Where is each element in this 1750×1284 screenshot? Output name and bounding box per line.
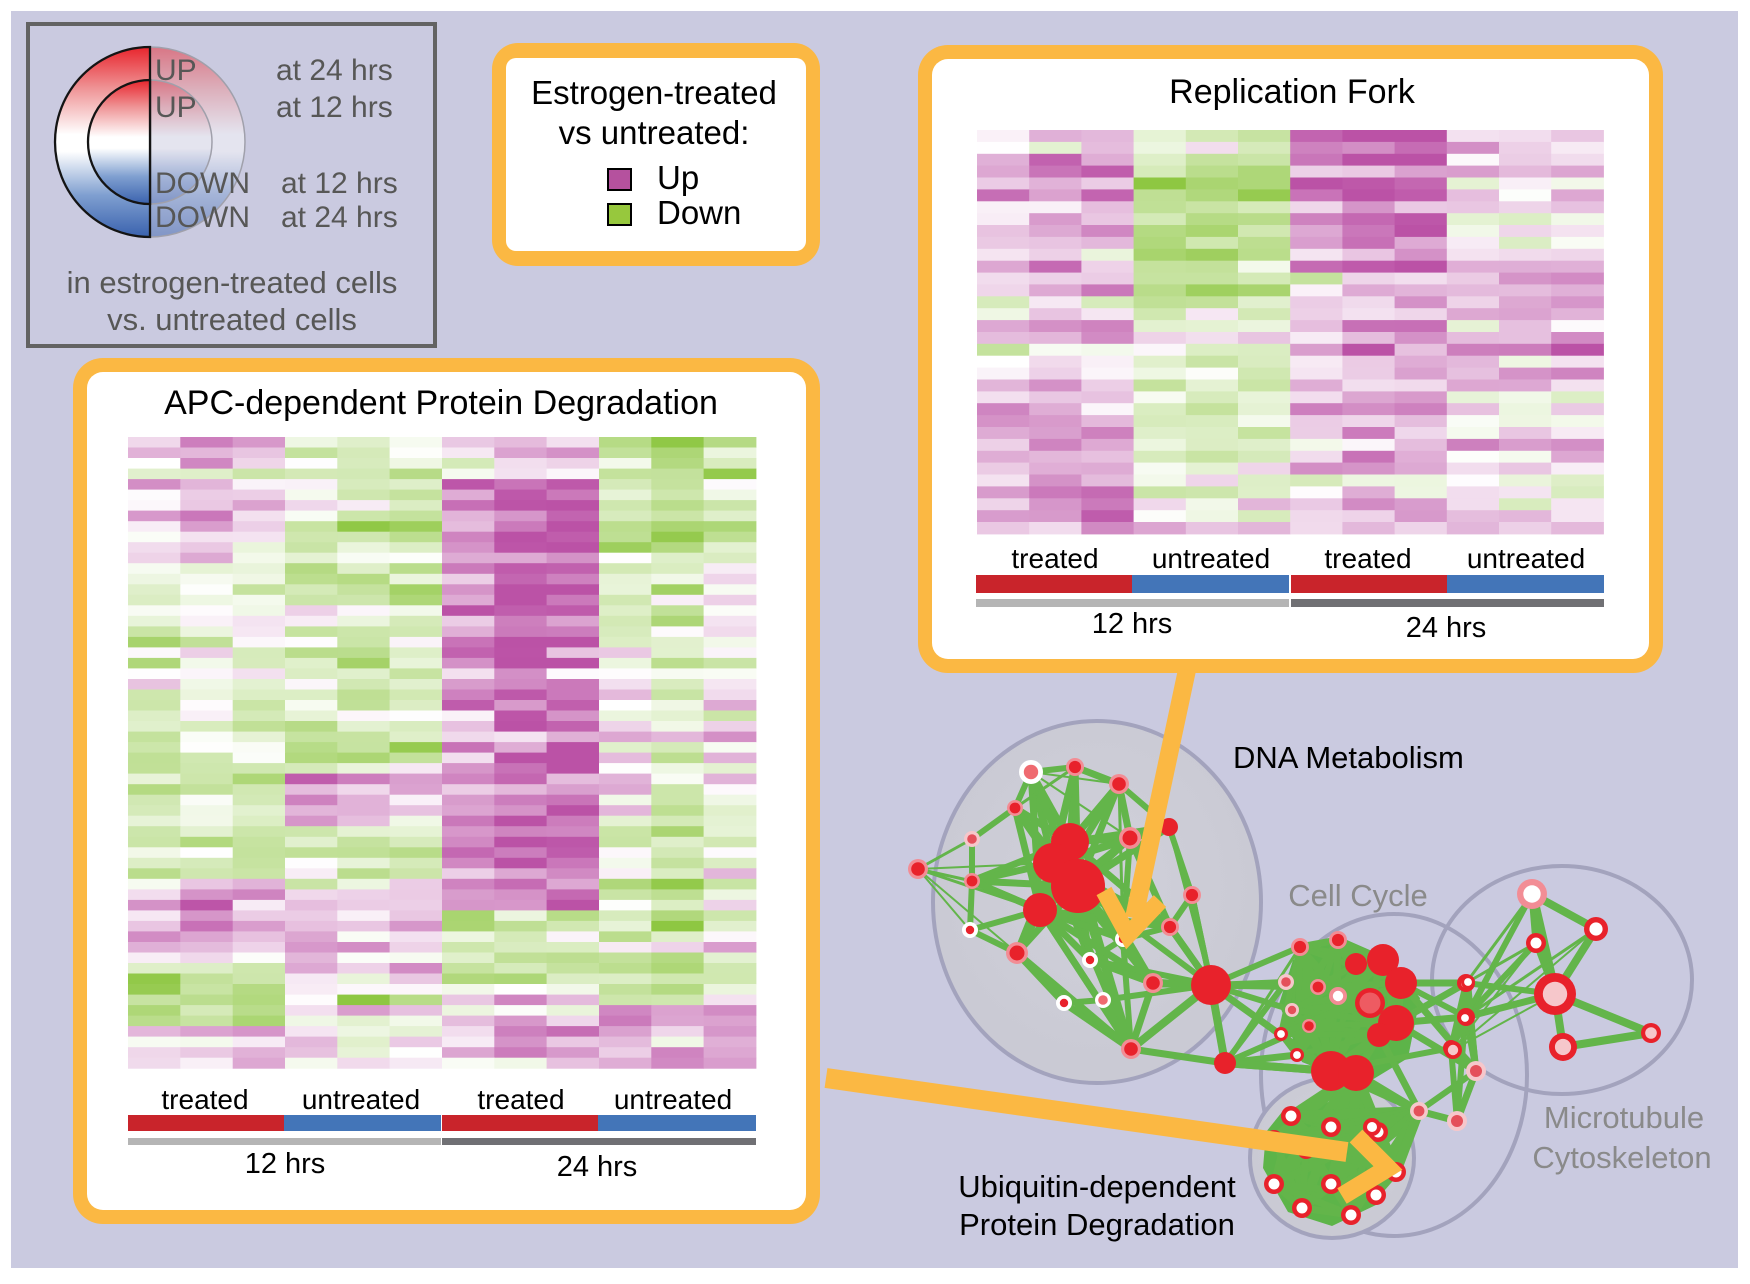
svg-text:UP: UP [155, 91, 197, 124]
svg-text:untreated: untreated [614, 1084, 732, 1115]
svg-text:12 hrs: 12 hrs [245, 1148, 326, 1180]
svg-text:24 hrs: 24 hrs [557, 1151, 638, 1183]
svg-text:Microtubule: Microtubule [1544, 1100, 1704, 1135]
svg-text:treated: treated [477, 1084, 564, 1115]
svg-text:DNA Metabolism: DNA Metabolism [1233, 740, 1464, 775]
svg-text:Cytoskeleton: Cytoskeleton [1532, 1140, 1711, 1175]
svg-text:treated: treated [1011, 543, 1098, 574]
svg-text:DOWN: DOWN [155, 201, 250, 234]
svg-text:Estrogen-treated: Estrogen-treated [531, 74, 777, 111]
svg-text:untreated: untreated [1152, 543, 1270, 574]
svg-text:at 24 hrs: at 24 hrs [281, 201, 398, 234]
svg-text:Ubiquitin-dependent: Ubiquitin-dependent [958, 1169, 1236, 1204]
svg-text:untreated: untreated [1467, 543, 1585, 574]
svg-text:24 hrs: 24 hrs [1406, 612, 1487, 644]
svg-text:treated: treated [161, 1084, 248, 1115]
svg-text:DOWN: DOWN [155, 167, 250, 200]
svg-text:at 12 hrs: at 12 hrs [276, 91, 393, 124]
svg-text:at 24 hrs: at 24 hrs [276, 54, 393, 87]
svg-text:at 12 hrs: at 12 hrs [281, 167, 398, 200]
svg-text:treated: treated [1324, 543, 1411, 574]
svg-text:vs untreated:: vs untreated: [559, 114, 750, 151]
svg-text:Cell Cycle: Cell Cycle [1288, 878, 1428, 913]
svg-text:in estrogen-treated cells: in estrogen-treated cells [67, 265, 398, 300]
svg-text:Replication Fork: Replication Fork [1169, 73, 1416, 111]
svg-text:UP: UP [155, 54, 197, 87]
svg-text:12 hrs: 12 hrs [1092, 608, 1173, 640]
svg-text:APC-dependent Protein Degradat: APC-dependent Protein Degradation [164, 384, 718, 422]
svg-text:Up: Up [657, 159, 699, 196]
svg-text:Down: Down [657, 194, 741, 231]
svg-text:Protein Degradation: Protein Degradation [959, 1207, 1235, 1242]
svg-text:untreated: untreated [302, 1084, 420, 1115]
svg-text:vs. untreated cells: vs. untreated cells [107, 302, 357, 337]
